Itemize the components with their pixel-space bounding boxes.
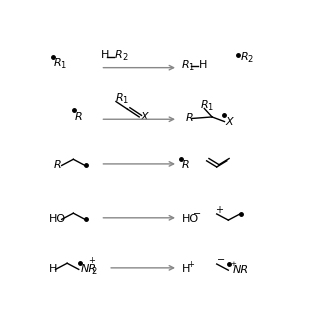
Text: −: − (217, 255, 225, 265)
Text: X: X (225, 116, 233, 126)
Text: R: R (201, 100, 209, 110)
Text: 1: 1 (60, 61, 65, 70)
Text: +: + (215, 205, 223, 215)
Text: R: R (186, 114, 194, 124)
Text: R: R (116, 93, 124, 103)
Text: +: + (187, 260, 194, 269)
Text: H: H (100, 50, 109, 60)
Text: R: R (54, 58, 62, 68)
Text: NR: NR (233, 265, 249, 275)
Text: H: H (49, 264, 58, 275)
Text: HO: HO (49, 214, 67, 224)
Text: R: R (182, 60, 189, 70)
Text: H: H (182, 264, 190, 275)
Text: HO: HO (182, 214, 199, 224)
Text: 1: 1 (122, 96, 127, 105)
Text: 2: 2 (91, 267, 96, 276)
Text: R: R (54, 160, 62, 171)
Text: 1: 1 (207, 103, 213, 112)
Text: −: − (194, 209, 202, 219)
Text: R: R (75, 112, 83, 122)
Text: R: R (241, 52, 248, 62)
Text: 2: 2 (247, 55, 252, 64)
Text: H: H (199, 60, 207, 70)
Text: X: X (141, 112, 148, 122)
Text: R: R (115, 50, 123, 60)
Text: +: + (231, 261, 236, 267)
Text: NR: NR (80, 264, 96, 275)
Text: R: R (182, 160, 189, 171)
Text: 2: 2 (122, 53, 127, 62)
Text: 1: 1 (188, 63, 193, 72)
Text: +: + (88, 256, 95, 265)
